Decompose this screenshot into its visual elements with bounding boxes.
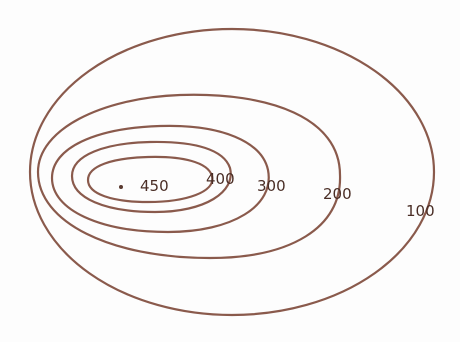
contour-label-300: 300 [257, 177, 286, 195]
contour-label-400: 400 [206, 170, 235, 188]
contour-line-100 [28, 27, 436, 317]
contour-label-100: 100 [406, 202, 435, 220]
contour-line-300 [50, 124, 270, 234]
contour-line-200 [36, 93, 342, 260]
peak-point [119, 185, 123, 189]
contour-label-200: 200 [323, 185, 352, 203]
contour-line-400 [70, 140, 232, 214]
contour-line-450 [86, 155, 214, 204]
contour-label-450: 450 [140, 177, 169, 195]
